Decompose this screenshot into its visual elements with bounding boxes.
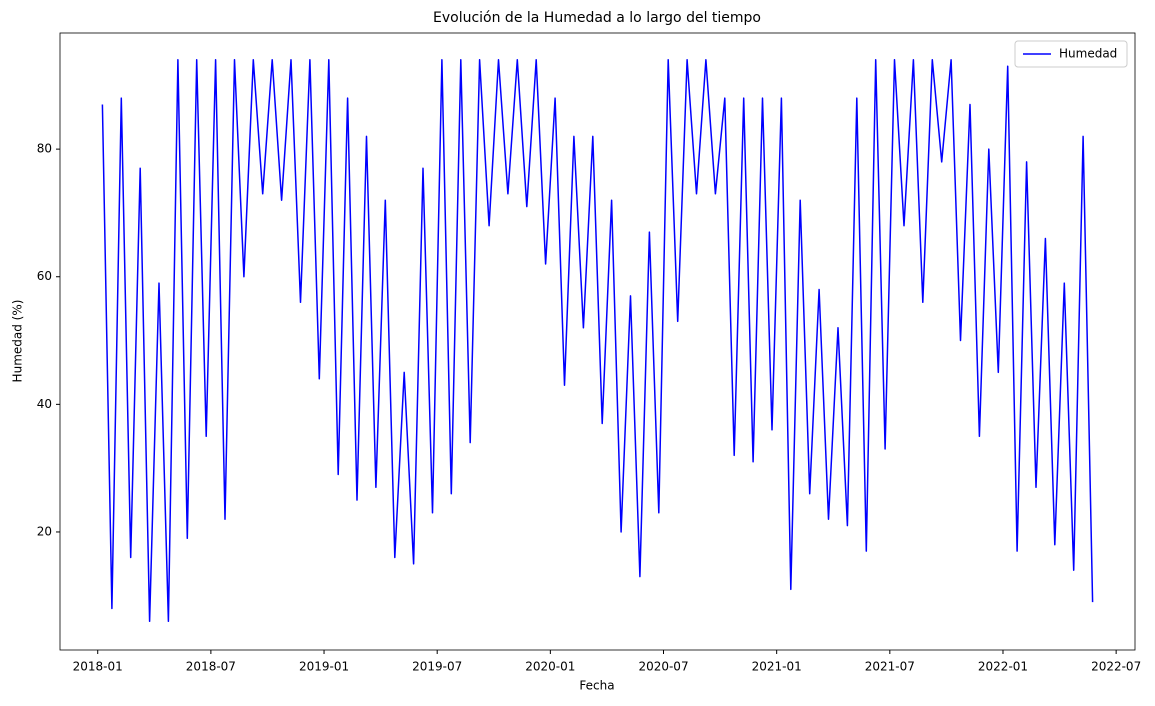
y-tick-label: 40 — [37, 397, 52, 411]
x-tick-label: 2018-07 — [186, 660, 236, 674]
x-tick-label: 2021-01 — [752, 660, 802, 674]
y-axis-label: Humedad (%) — [11, 300, 25, 383]
chart-title: Evolución de la Humedad a lo largo del t… — [433, 10, 761, 26]
y-tick-label: 80 — [37, 142, 52, 156]
x-tick-label: 2021-07 — [865, 660, 915, 674]
x-tick-label: 2019-07 — [412, 660, 462, 674]
x-tick-label: 2019-01 — [299, 660, 349, 674]
y-tick-label: 60 — [37, 269, 52, 283]
x-axis-label: Fecha — [579, 679, 614, 693]
x-tick-label: 2022-07 — [1091, 660, 1141, 674]
data-line — [101, 59, 1094, 623]
legend-label: Humedad — [1059, 47, 1117, 61]
y-tick-label: 20 — [37, 524, 52, 538]
x-tick-label: 2020-01 — [525, 660, 575, 674]
x-tick-label: 2022-01 — [978, 660, 1028, 674]
x-tick-label: 2018-01 — [73, 660, 123, 674]
x-tick-label: 2020-07 — [638, 660, 688, 674]
plot-frame — [59, 32, 1136, 651]
legend-box — [1014, 40, 1128, 68]
